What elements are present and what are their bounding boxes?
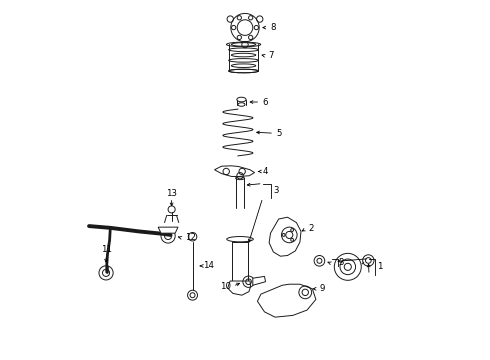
Text: 9: 9: [319, 284, 324, 293]
Text: 10: 10: [220, 282, 231, 291]
Polygon shape: [269, 217, 301, 256]
Text: 2: 2: [308, 224, 314, 233]
Text: 4: 4: [263, 167, 269, 176]
Text: 14: 14: [203, 261, 214, 270]
Text: 7: 7: [268, 51, 273, 60]
Text: 5: 5: [276, 129, 281, 138]
Text: 13: 13: [166, 189, 177, 198]
Polygon shape: [215, 166, 255, 176]
Text: 11: 11: [100, 245, 112, 254]
Text: 3: 3: [339, 258, 344, 267]
Text: 3: 3: [273, 186, 279, 195]
Text: 12: 12: [185, 233, 196, 242]
Text: 8: 8: [270, 23, 275, 32]
Polygon shape: [158, 227, 178, 233]
Polygon shape: [228, 281, 251, 295]
Polygon shape: [253, 276, 266, 285]
Text: 1: 1: [377, 262, 382, 271]
Polygon shape: [257, 284, 316, 317]
Text: 6: 6: [262, 98, 268, 107]
